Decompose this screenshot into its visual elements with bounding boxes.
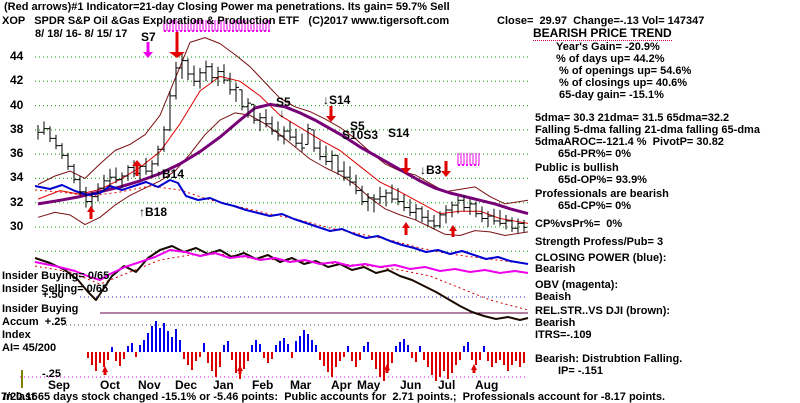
date-range: 8/ 18/ 16- 8/ 15/ 17 [35,28,128,40]
accumulation-index-bars-group [87,321,525,381]
reference-lines-group [20,296,528,388]
footer-summary: In last 65 days stock changed -15.1% or … [3,391,666,403]
ticker-title: XOP SPDR S&P Oil &Gas Exploration & Prod… [2,15,450,27]
magenta-hatch-group [163,20,480,166]
trend-title: BEARISH PRICE TREND [533,26,672,41]
quote-line: Close= 29.97 Change=-.13 Vol= 147347 [497,15,705,27]
trend-title-text: BEARISH PRICE TREND [533,26,672,41]
gridlines-group [35,56,528,252]
signal-arrows-group [87,32,477,375]
indicator-header: (Red arrows)#1 Indicator=21-day Closing … [4,1,450,13]
footer-date-overlay: 7/20.16 [1,391,38,403]
price-bars-group [37,53,527,234]
indicator-lines-group [34,37,529,321]
